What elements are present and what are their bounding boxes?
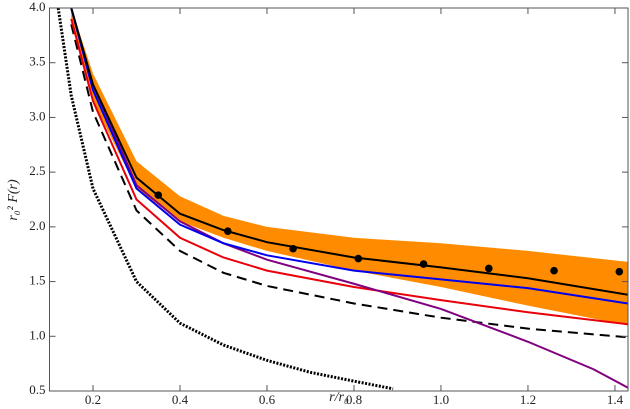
- data-point: [354, 254, 363, 263]
- line: [70, 24, 628, 339]
- y-tick-label: 4.0: [29, 0, 45, 14]
- line: [70, 18, 628, 326]
- data-point: [224, 227, 232, 236]
- x-tick-label: 0.8: [346, 392, 362, 407]
- data-point: [154, 191, 163, 199]
- frame: [49, 7, 629, 392]
- band: [71, 8, 628, 326]
- line: [70, 8, 628, 296]
- x-tick-label: 1.2: [520, 392, 536, 407]
- x-tick-label: 0.2: [85, 392, 101, 407]
- data-point: [289, 244, 297, 253]
- y-tick-label: 3.0: [29, 108, 45, 123]
- y-tick-label: 2.5: [29, 163, 45, 178]
- y-axis-label: r₀² F(r): [6, 179, 21, 221]
- line: [70, 8, 628, 389]
- y-tick-label: 3.5: [29, 54, 45, 69]
- x-axis-label: r/r₀: [329, 390, 349, 405]
- x-tick-label: 0.6: [259, 392, 276, 407]
- data-point: [615, 267, 624, 276]
- x-tick-label: 1.0: [433, 392, 449, 407]
- y-tick-label: 1.0: [29, 327, 45, 342]
- y-tick-label: 0.5: [29, 382, 45, 397]
- y-tick-label: 1.5: [29, 273, 45, 288]
- x-tick-label: 1.4: [607, 392, 624, 407]
- data-point: [485, 264, 493, 273]
- y-tick-label: 2.0: [29, 218, 45, 233]
- line: [56, 8, 394, 391]
- data-point: [419, 260, 428, 268]
- line: [70, 8, 628, 305]
- x-tick-label: 0.4: [172, 392, 189, 407]
- data-point: [550, 266, 558, 275]
